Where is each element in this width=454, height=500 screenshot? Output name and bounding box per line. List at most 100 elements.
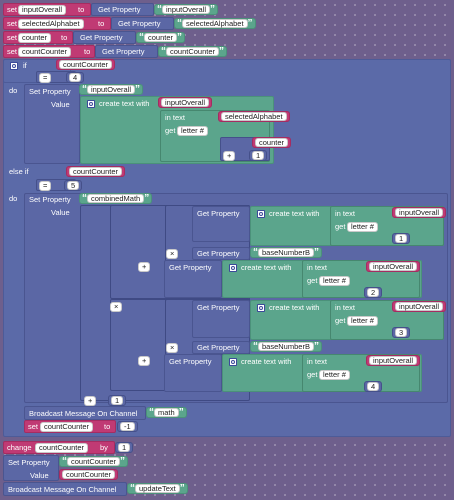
gear-icon[interactable] [229, 264, 237, 272]
number-value[interactable]: -1 [120, 422, 135, 431]
variable-dropdown[interactable]: inputOverall [395, 302, 444, 311]
get-property-block[interactable]: Get Property [73, 31, 136, 44]
number-block[interactable]: 1 [392, 233, 411, 244]
string-block[interactable]: “countCounter” [158, 46, 228, 57]
string-block[interactable]: “combinedMath” [79, 193, 153, 204]
letter-dropdown[interactable]: letter # [319, 276, 350, 286]
variable-getter[interactable]: countCounter [66, 166, 126, 177]
operator-dropdown[interactable]: × [110, 302, 123, 312]
variable-getter[interactable]: countCounter [59, 469, 119, 480]
property-name[interactable]: countCounter [67, 457, 121, 466]
string-value[interactable]: selectedAlphabet [182, 19, 248, 28]
number-block[interactable]: 4 [364, 381, 383, 392]
variable-dropdown[interactable]: countCounter [40, 422, 94, 432]
gear-icon[interactable] [257, 304, 265, 312]
variable-dropdown[interactable]: selectedAlphabet [18, 19, 84, 29]
variable-dropdown[interactable]: countCounter [35, 443, 89, 453]
number-block[interactable]: 2 [364, 287, 383, 298]
get-property-block[interactable]: Get Property [192, 341, 250, 354]
set-property-block[interactable]: Set Property Value [3, 455, 59, 481]
variable-dropdown[interactable]: counter [255, 138, 289, 147]
number-block[interactable]: 1 [249, 150, 268, 161]
string-block[interactable]: “inputOverall” [79, 84, 144, 95]
get-property-block[interactable]: Get Property [192, 247, 250, 260]
variable-dropdown[interactable]: countCounter [62, 470, 116, 479]
operator-dropdown[interactable]: = [39, 73, 52, 83]
operator-dropdown[interactable]: × [166, 249, 179, 259]
string-block[interactable]: “counter” [136, 32, 186, 43]
operator-dropdown[interactable]: = [39, 181, 52, 191]
gear-icon[interactable] [10, 62, 18, 70]
variable-dropdown[interactable]: inputOverall [18, 5, 67, 15]
letter-dropdown[interactable]: letter # [177, 126, 208, 136]
number-block[interactable]: 3 [392, 327, 411, 338]
number-value[interactable]: 3 [395, 328, 408, 337]
letter-dropdown[interactable]: letter # [347, 316, 378, 326]
number-block[interactable]: 1 [108, 395, 127, 406]
number-block[interactable]: 1 [115, 442, 134, 453]
string-block[interactable]: “baseNumberB” [250, 247, 322, 258]
set-variable-block[interactable]: set selectedAlphabet to [3, 17, 111, 30]
property-name[interactable]: inputOverall [87, 85, 136, 94]
operator-dropdown[interactable]: + [223, 151, 236, 161]
string-block[interactable]: “inputOverall” [154, 4, 219, 15]
string-block[interactable]: “baseNumberB” [250, 341, 322, 352]
string-value[interactable]: counter [144, 33, 178, 42]
number-block[interactable]: -1 [117, 421, 138, 432]
string-value[interactable]: countCounter [166, 47, 220, 56]
get-letter-block[interactable]: in text get letter # [330, 206, 444, 246]
variable-dropdown[interactable]: inputOverall [395, 208, 444, 217]
number-value[interactable]: 1 [118, 443, 131, 452]
gear-icon[interactable] [87, 100, 95, 108]
number-value[interactable]: 1 [111, 396, 124, 405]
variable-dropdown[interactable]: countCounter [59, 60, 113, 69]
number-value[interactable]: 4 [367, 382, 380, 391]
variable-dropdown[interactable]: selectedAlphabet [221, 112, 287, 121]
channel-name[interactable]: updateText [135, 484, 180, 493]
variable-getter[interactable]: countCounter [56, 59, 116, 70]
number-value[interactable]: 5 [67, 181, 80, 190]
set-variable-block[interactable]: set countCounter to [24, 420, 116, 433]
number-value[interactable]: 4 [69, 73, 82, 82]
variable-getter[interactable]: inputOverall [366, 261, 421, 272]
get-property-block[interactable]: Get Property [95, 45, 158, 58]
variable-dropdown[interactable]: countCounter [18, 47, 72, 57]
get-property-block[interactable]: Get Property [192, 300, 250, 338]
string-block[interactable]: “updateText” [127, 483, 188, 494]
variable-dropdown[interactable]: inputOverall [161, 98, 210, 107]
set-variable-block[interactable]: set inputOverall to [3, 3, 91, 16]
variable-dropdown[interactable]: counter [18, 33, 52, 43]
letter-dropdown[interactable]: letter # [347, 222, 378, 232]
operator-dropdown[interactable]: × [166, 343, 179, 353]
number-value[interactable]: 2 [367, 288, 380, 297]
number-value[interactable]: 1 [252, 151, 265, 160]
gear-icon[interactable] [257, 210, 265, 218]
operator-dropdown[interactable]: + [84, 396, 97, 406]
string-block[interactable]: “selectedAlphabet” [174, 18, 256, 29]
channel-name[interactable]: math [154, 408, 179, 417]
gear-icon[interactable] [229, 358, 237, 366]
variable-dropdown[interactable]: inputOverall [369, 262, 418, 271]
string-value[interactable]: baseNumberB [258, 248, 314, 257]
variable-getter[interactable]: inputOverall [392, 207, 447, 218]
string-block[interactable]: “math” [146, 407, 187, 418]
set-property-block[interactable]: Set Property Value [24, 84, 80, 164]
operator-dropdown[interactable]: + [138, 262, 151, 272]
variable-dropdown[interactable]: countCounter [69, 167, 123, 176]
number-block[interactable]: 5 [64, 180, 83, 191]
set-variable-block[interactable]: set counter to [3, 31, 73, 44]
variable-getter[interactable]: selectedAlphabet [218, 111, 290, 122]
get-property-block[interactable]: Get Property [192, 206, 250, 242]
variable-getter[interactable]: inputOverall [366, 355, 421, 366]
string-value[interactable]: baseNumberB [258, 342, 314, 351]
property-name[interactable]: combinedMath [87, 194, 145, 203]
letter-dropdown[interactable]: letter # [319, 370, 350, 380]
set-variable-block[interactable]: set countCounter to [3, 45, 95, 58]
number-value[interactable]: 1 [395, 234, 408, 243]
number-block[interactable]: 4 [66, 72, 85, 83]
broadcast-block[interactable]: Broadcast Message On Channel [24, 406, 146, 420]
change-variable-block[interactable]: change countCounter by [3, 441, 115, 454]
get-property-block[interactable]: Get Property [164, 354, 222, 392]
get-property-block[interactable]: Get Property [111, 17, 174, 30]
variable-getter[interactable]: counter [252, 137, 292, 148]
